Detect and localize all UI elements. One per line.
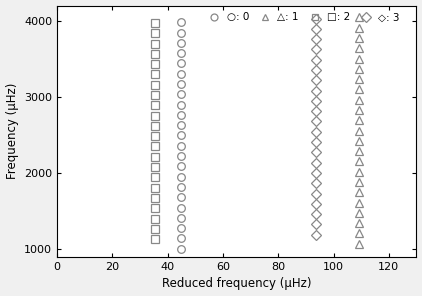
- X-axis label: Reduced frequency (μHz): Reduced frequency (μHz): [162, 277, 311, 290]
- Y-axis label: Frequency (μHz): Frequency (μHz): [5, 83, 19, 179]
- Legend: ○: 0, △: 1, □: 2, ◇: 3: ○: 0, △: 1, □: 2, ◇: 3: [200, 8, 404, 27]
